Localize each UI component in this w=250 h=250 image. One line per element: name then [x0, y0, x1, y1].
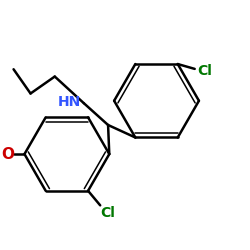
Text: Cl: Cl — [197, 64, 212, 78]
Text: HN: HN — [58, 95, 82, 109]
Text: Cl: Cl — [100, 206, 115, 220]
Text: O: O — [1, 146, 14, 162]
